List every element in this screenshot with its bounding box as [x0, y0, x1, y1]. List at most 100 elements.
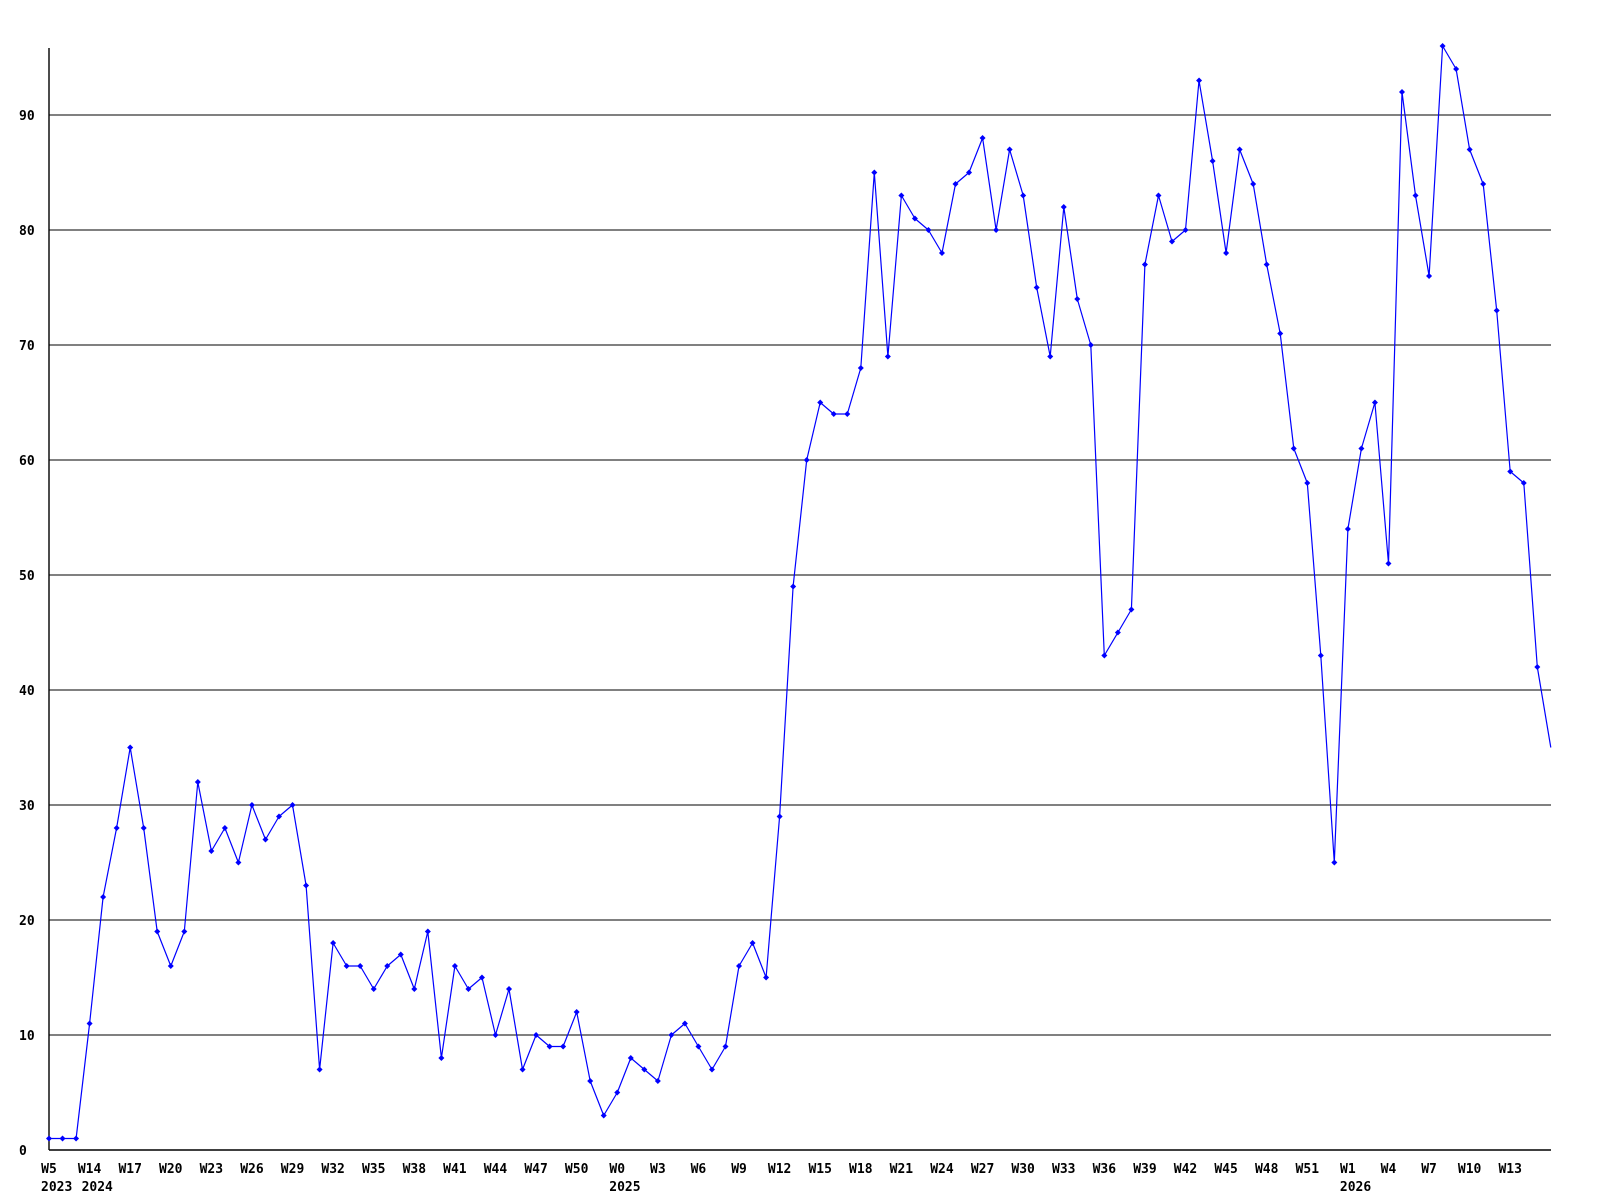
y-tick-label-0: 0 [19, 1144, 27, 1159]
data-point [303, 882, 310, 889]
data-point [776, 813, 783, 820]
data-point [1304, 480, 1311, 486]
y-tick-label-10: 10 [19, 1029, 35, 1044]
x-tick-week-label: W30 [1011, 1162, 1035, 1177]
data-point [1223, 250, 1230, 256]
data-point [911, 215, 918, 222]
y-tick-label-20: 20 [19, 914, 35, 929]
data-point [519, 1066, 526, 1073]
data-point [1412, 192, 1419, 199]
data-point [248, 802, 255, 808]
data-point [925, 227, 932, 233]
data-point [952, 181, 959, 187]
data-point [560, 1043, 567, 1050]
data-point [1507, 468, 1514, 475]
data-point [506, 986, 513, 992]
data-point [140, 825, 147, 831]
x-tick-week-label: W47 [524, 1162, 547, 1177]
data-point [181, 928, 188, 935]
x-tick-week-label: W3 [650, 1162, 666, 1177]
data-point [803, 457, 810, 463]
data-point [736, 963, 743, 969]
data-point [587, 1078, 594, 1084]
data-point [154, 928, 161, 935]
data-point [830, 411, 837, 417]
data-point [763, 974, 770, 981]
x-tick-week-label: W21 [890, 1162, 914, 1177]
data-point [1060, 204, 1067, 210]
x-tick-week-label: W44 [484, 1162, 508, 1177]
x-tick-week-label: W32 [321, 1162, 344, 1177]
x-tick-week-label: W20 [159, 1162, 183, 1177]
data-series-line [49, 45, 1552, 1140]
x-tick-week-label: W24 [930, 1162, 954, 1177]
data-point [844, 411, 851, 417]
data-point [1033, 284, 1040, 291]
data-point [424, 928, 431, 935]
data-point [654, 1078, 661, 1084]
data-point [127, 744, 134, 751]
data-point [1317, 652, 1324, 659]
data-point [384, 963, 391, 969]
data-point [1101, 652, 1108, 659]
data-point [979, 135, 986, 141]
data-point [221, 825, 228, 831]
x-tick-year-label: 2026 [1340, 1180, 1371, 1195]
y-tick-label-40: 40 [19, 684, 35, 699]
data-point [668, 1032, 675, 1038]
x-tick-week-label: W23 [200, 1162, 223, 1177]
data-point [73, 1135, 80, 1142]
data-point [276, 813, 283, 820]
data-point [1114, 629, 1121, 636]
data-point [641, 1066, 648, 1073]
data-point [492, 1032, 499, 1038]
data-point [478, 974, 485, 981]
x-tick-year-label: 2025 [609, 1180, 640, 1195]
x-tick-week-label: W18 [849, 1162, 873, 1177]
data-point [1290, 445, 1297, 452]
data-point [235, 859, 242, 866]
data-point [966, 169, 973, 176]
data-point [546, 1043, 553, 1050]
data-point [573, 1009, 580, 1015]
data-point [1277, 330, 1284, 337]
data-point [898, 192, 905, 199]
data-point [1480, 181, 1487, 187]
data-point [871, 169, 878, 176]
data-point [1385, 560, 1392, 567]
data-point [1020, 192, 1027, 199]
x-tick-week-label: W4 [1381, 1162, 1397, 1177]
x-tick-week-label: W27 [971, 1162, 994, 1177]
data-point [681, 1020, 688, 1027]
y-tick-label-50: 50 [19, 569, 35, 584]
data-point [695, 1043, 702, 1050]
data-point [316, 1066, 323, 1073]
data-point [1155, 192, 1162, 199]
x-tick-week-label: W17 [118, 1162, 141, 1177]
data-point [465, 986, 472, 992]
data-point [86, 1020, 93, 1027]
x-tick-week-label: W26 [240, 1162, 264, 1177]
data-point [1520, 480, 1527, 486]
data-point-markers [46, 43, 1541, 1142]
x-tick-year-label: 2024 [82, 1180, 113, 1195]
data-point [208, 848, 215, 854]
data-point [1128, 606, 1135, 613]
x-tick-week-label: W10 [1458, 1162, 1482, 1177]
x-tick-week-label: W6 [691, 1162, 707, 1177]
data-point [1466, 146, 1473, 153]
data-point [113, 825, 120, 831]
data-point [1047, 353, 1054, 360]
data-point [708, 1066, 715, 1073]
data-point [330, 940, 337, 946]
data-point [167, 963, 174, 969]
x-axis-tick-labels: W5 2023 W14 2024 W17 W20 W23 W26 W29 W32 W35 W38 W41… [41, 1162, 1522, 1195]
x-tick-week-label: W50 [565, 1162, 589, 1177]
x-tick-week-label: W29 [281, 1162, 304, 1177]
axes [48, 48, 1551, 1151]
x-tick-week-label: W39 [1133, 1162, 1156, 1177]
y-axis-tick-labels: 0 10 20 30 40 50 60 70 80 90 [19, 109, 35, 1159]
data-point [1209, 158, 1216, 164]
data-point [438, 1055, 445, 1061]
data-point [194, 779, 201, 785]
